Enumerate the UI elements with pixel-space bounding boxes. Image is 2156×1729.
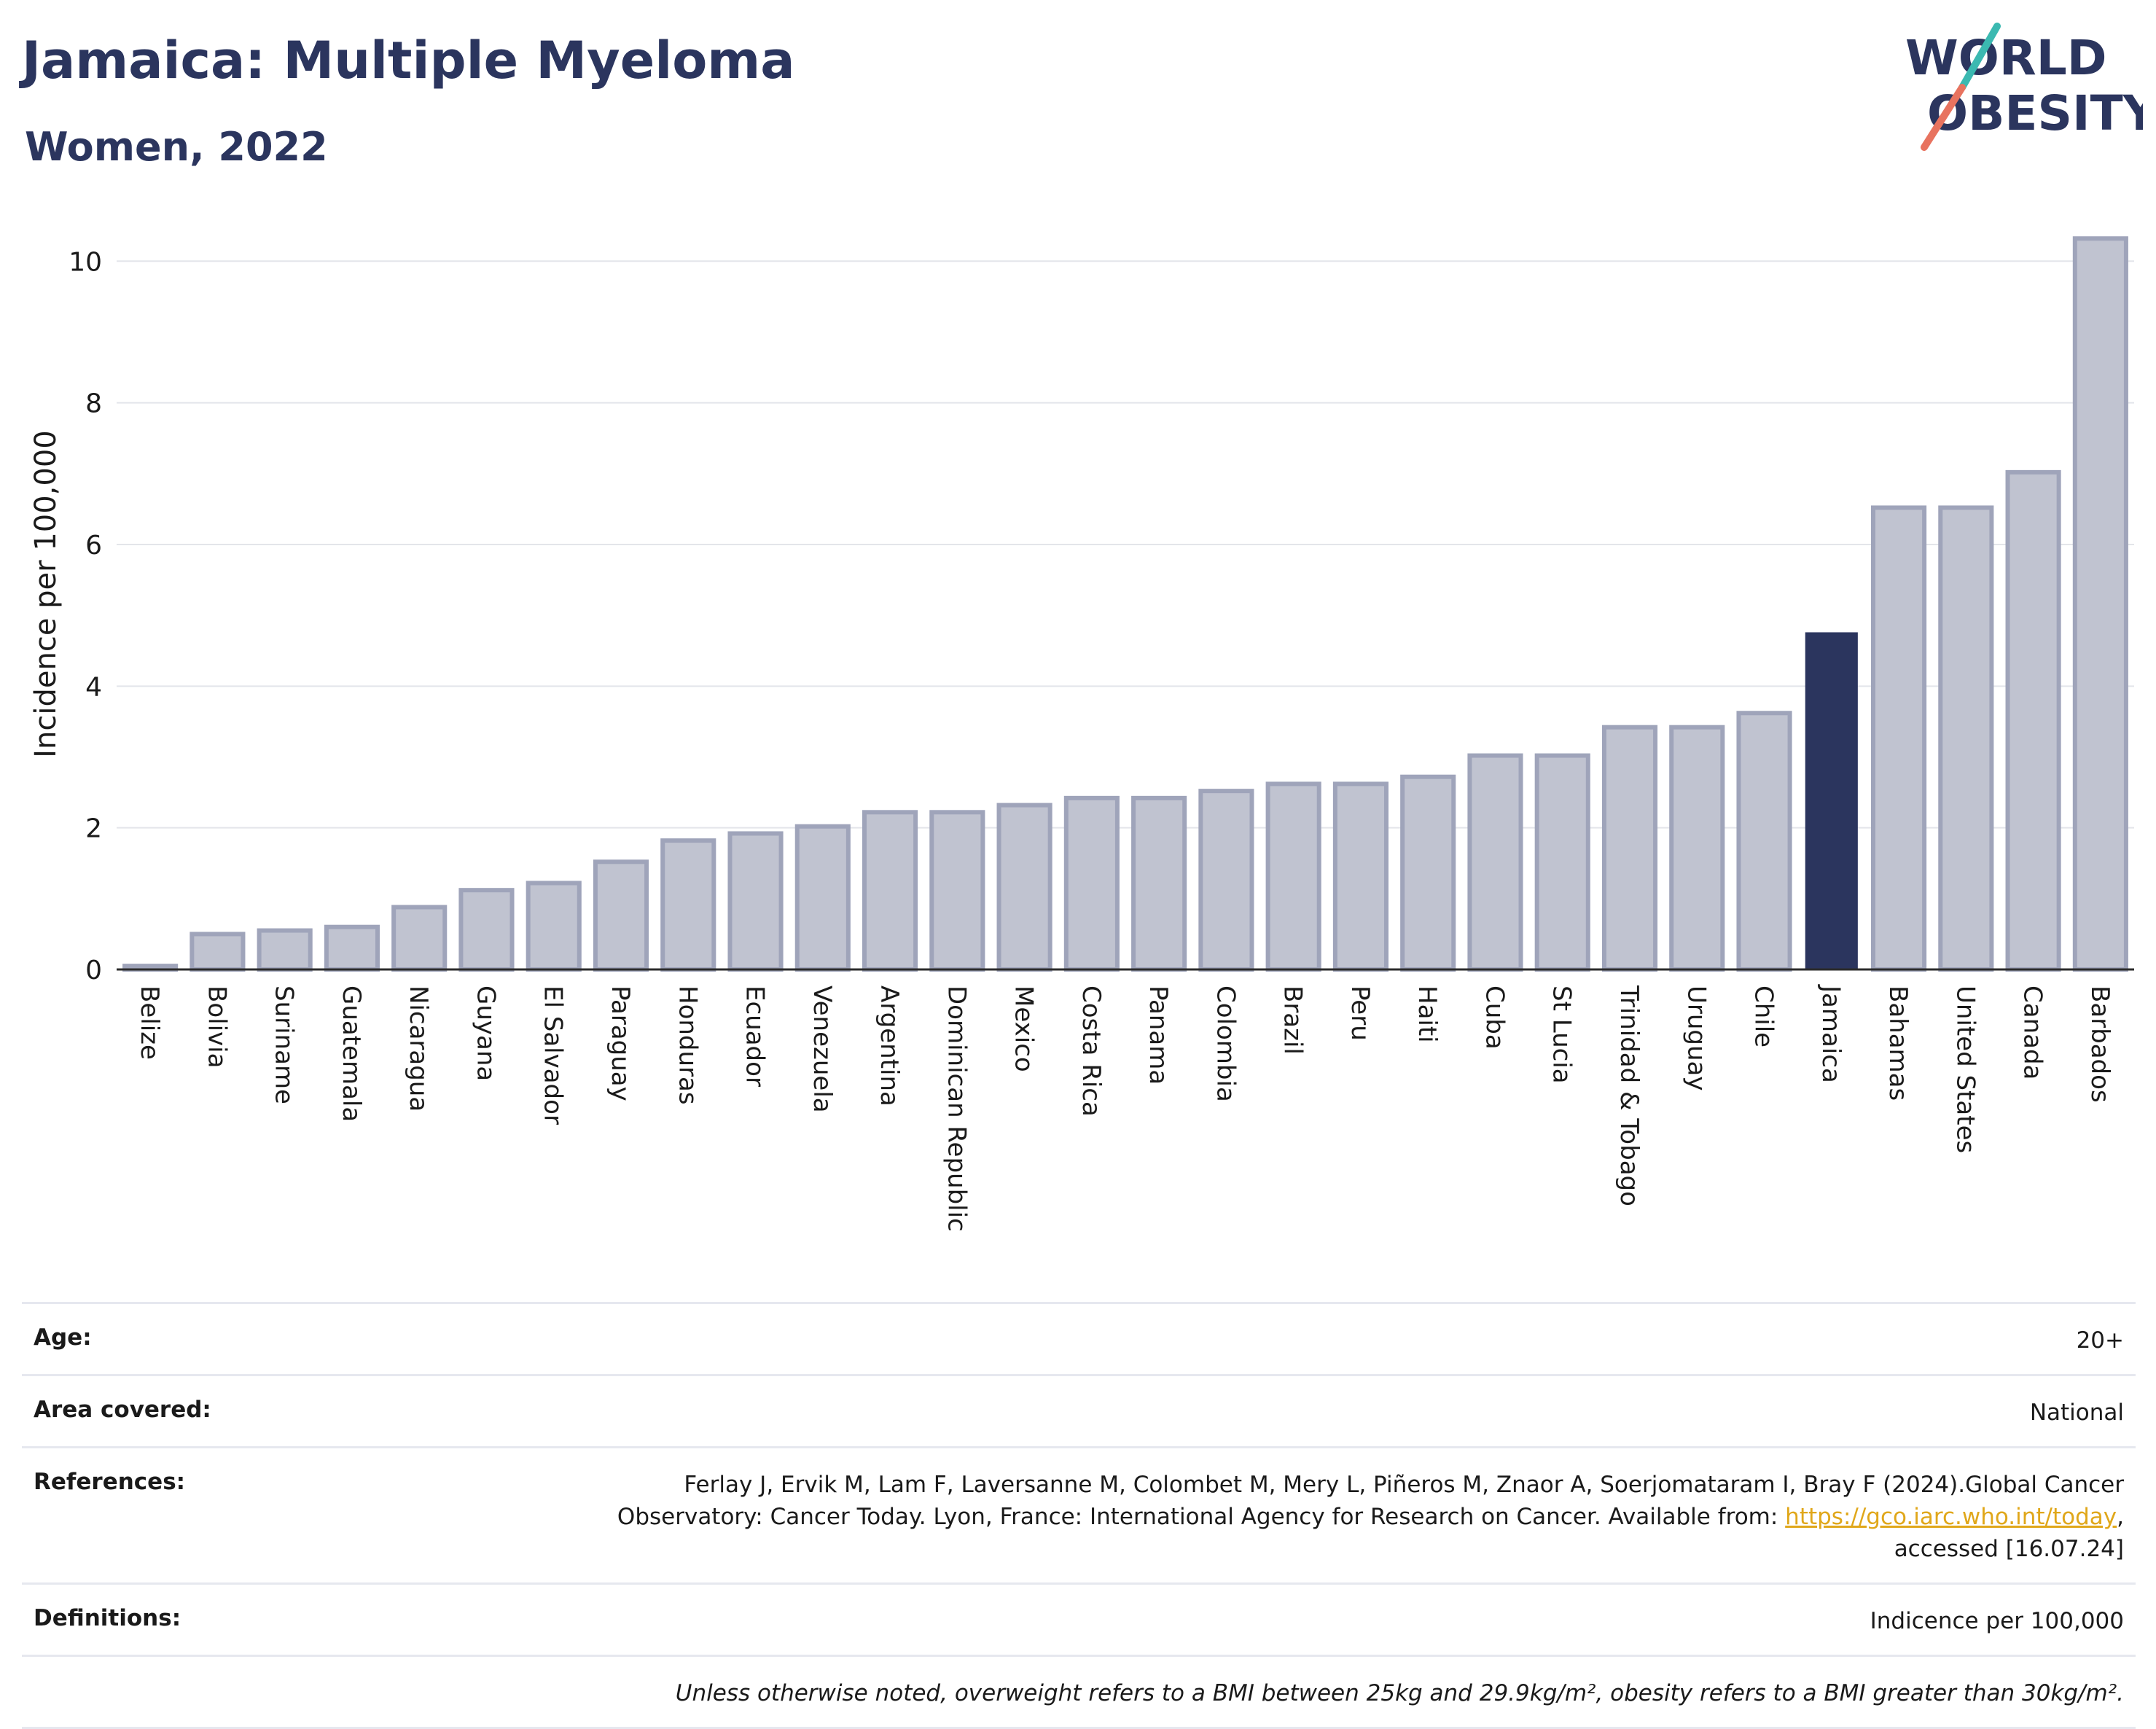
bar-dominican-republic: [929, 810, 985, 972]
references-line1: Ferlay J, Ervik M, Lam F, Laversanne M, …: [684, 1472, 2124, 1498]
x-tick-label: Haiti: [1413, 986, 1442, 1043]
x-tick-label: Suriname: [270, 986, 299, 1104]
references-line3: accessed [16.07.24]: [1894, 1536, 2124, 1562]
bar-ecuador: [727, 831, 784, 972]
x-tick-label: Honduras: [673, 986, 702, 1105]
y-tick-label: 4: [85, 672, 102, 702]
references-label: References:: [34, 1469, 186, 1495]
bar-st-lucia: [1534, 753, 1590, 972]
x-tick-label: Brazil: [1278, 986, 1308, 1055]
info-row-references: References: Ferlay J, Ervik M, Lam F, La…: [22, 1446, 2136, 1582]
x-tick-label: Costa Rica: [1077, 986, 1106, 1117]
y-tick-labels: 0 2 4 6 8 10: [69, 247, 102, 986]
x-tick-label: Venezuela: [808, 986, 837, 1113]
x-tick-label: Bolivia: [202, 986, 231, 1068]
logo-line2: OBESITY: [1927, 85, 2143, 141]
y-tick-label: 8: [85, 389, 102, 419]
bar-canada: [2005, 469, 2061, 972]
bar-barbados: [2072, 236, 2128, 972]
y-tick-label: 2: [85, 814, 102, 844]
area-value: National: [2029, 1400, 2124, 1426]
x-tick-label: Chile: [1749, 986, 1778, 1047]
x-tick-label: Mexico: [1009, 986, 1039, 1072]
info-row-area: Area covered: National: [22, 1374, 2136, 1446]
bar-peru: [1332, 781, 1388, 972]
bar-bahamas: [1871, 505, 1927, 972]
references-link[interactable]: https://gco.iarc.who.int/today: [1785, 1504, 2117, 1530]
x-tick-label: United States: [1950, 986, 1980, 1153]
x-tick-label: St Lucia: [1547, 986, 1577, 1084]
references-line2: Observatory: Cancer Today. Lyon, France:…: [617, 1504, 1786, 1530]
bar-mexico: [996, 803, 1052, 972]
bar-el-salvador: [526, 881, 582, 972]
x-tick-label: Dominican Republic: [942, 986, 971, 1232]
world-obesity-logo: WORLD OBESITY: [1905, 23, 2143, 151]
bar-paraguay: [593, 859, 649, 972]
bar-nicaragua: [391, 905, 448, 972]
x-tick-label: Panama: [1144, 986, 1173, 1085]
bar-chart: 0 2 4 6 8 10 Belize Bolivia Suriname Guatemala Ni…: [29, 236, 2134, 1232]
info-table: Age: 20+ Area covered: National Referenc…: [22, 1302, 2136, 1729]
x-tick-label: Guyana: [471, 986, 500, 1081]
bar-panama: [1131, 795, 1187, 972]
age-label: Age:: [34, 1324, 92, 1351]
age-value: 20+: [2076, 1327, 2124, 1354]
definitions-value: Indicence per 100,000: [1870, 1608, 2124, 1634]
x-tick-label: Argentina: [875, 986, 904, 1107]
bar-united-states: [1938, 505, 1994, 972]
x-tick-label: Guatemala: [337, 986, 366, 1122]
x-tick-label: Bahamas: [1883, 986, 1913, 1101]
bar-haiti: [1400, 774, 1456, 972]
x-tick-label: El Salvador: [539, 986, 568, 1125]
info-row-age: Age: 20+: [22, 1302, 2136, 1374]
x-tick-label: Trinidad & Tobago: [1614, 985, 1644, 1206]
bars: [122, 236, 2128, 972]
bar-guatemala: [324, 924, 380, 972]
bar-colombia: [1198, 789, 1254, 972]
x-tick-label: Jamaica: [1816, 984, 1846, 1083]
x-tick-label: Ecuador: [741, 986, 770, 1087]
bar-costa-rica: [1063, 795, 1120, 972]
bar-bolivia: [190, 932, 246, 972]
bar-uruguay: [1669, 725, 1725, 972]
bar-brazil: [1265, 781, 1321, 972]
x-tick-label: Paraguay: [606, 986, 635, 1101]
page-title: Jamaica: Multiple Myeloma: [22, 31, 795, 90]
y-tick-label: 10: [69, 247, 102, 277]
x-tick-label: Barbados: [2085, 986, 2114, 1103]
y-axis-label: Incidence per 100,000: [29, 430, 63, 758]
bar-chile: [1736, 711, 1792, 972]
grid-lines: [117, 260, 2134, 829]
x-tick-label: Uruguay: [1682, 986, 1711, 1091]
bar-argentina: [862, 810, 918, 972]
page-subtitle: Women, 2022: [25, 124, 328, 170]
references-value: Ferlay J, Ervik M, Lam F, Laversanne M, …: [617, 1469, 2124, 1565]
x-tick-label: Colombia: [1211, 986, 1240, 1102]
x-tick-labels: Belize Bolivia Suriname Guatemala Nicaragua G…: [135, 984, 2114, 1232]
y-tick-label: 6: [85, 531, 102, 561]
bar-suriname: [257, 928, 313, 972]
y-tick-label: 0: [85, 956, 102, 986]
definitions-label: Definitions:: [34, 1605, 181, 1631]
area-label: Area covered:: [34, 1397, 211, 1423]
x-tick-label: Nicaragua: [404, 986, 433, 1112]
bar-jamaica: [1805, 632, 1858, 971]
bar-guyana: [458, 888, 515, 972]
info-row-note: Unless otherwise noted, overweight refer…: [22, 1655, 2136, 1729]
x-tick-label: Peru: [1345, 986, 1375, 1041]
x-tick-label: Belize: [135, 986, 164, 1060]
bar-venezuela: [794, 824, 851, 972]
bmi-note: Unless otherwise noted, overweight refer…: [675, 1680, 2124, 1706]
x-tick-label: Canada: [2018, 986, 2047, 1080]
x-tick-label: Cuba: [1480, 986, 1509, 1050]
references-line2-end: ,: [2117, 1504, 2124, 1530]
logo-line1: WORLD: [1905, 30, 2107, 86]
bar-honduras: [660, 838, 716, 972]
info-row-definitions: Definitions: Indicence per 100,000: [22, 1582, 2136, 1655]
bar-cuba: [1467, 753, 1523, 972]
bar-trinidad-tobago: [1601, 725, 1658, 972]
